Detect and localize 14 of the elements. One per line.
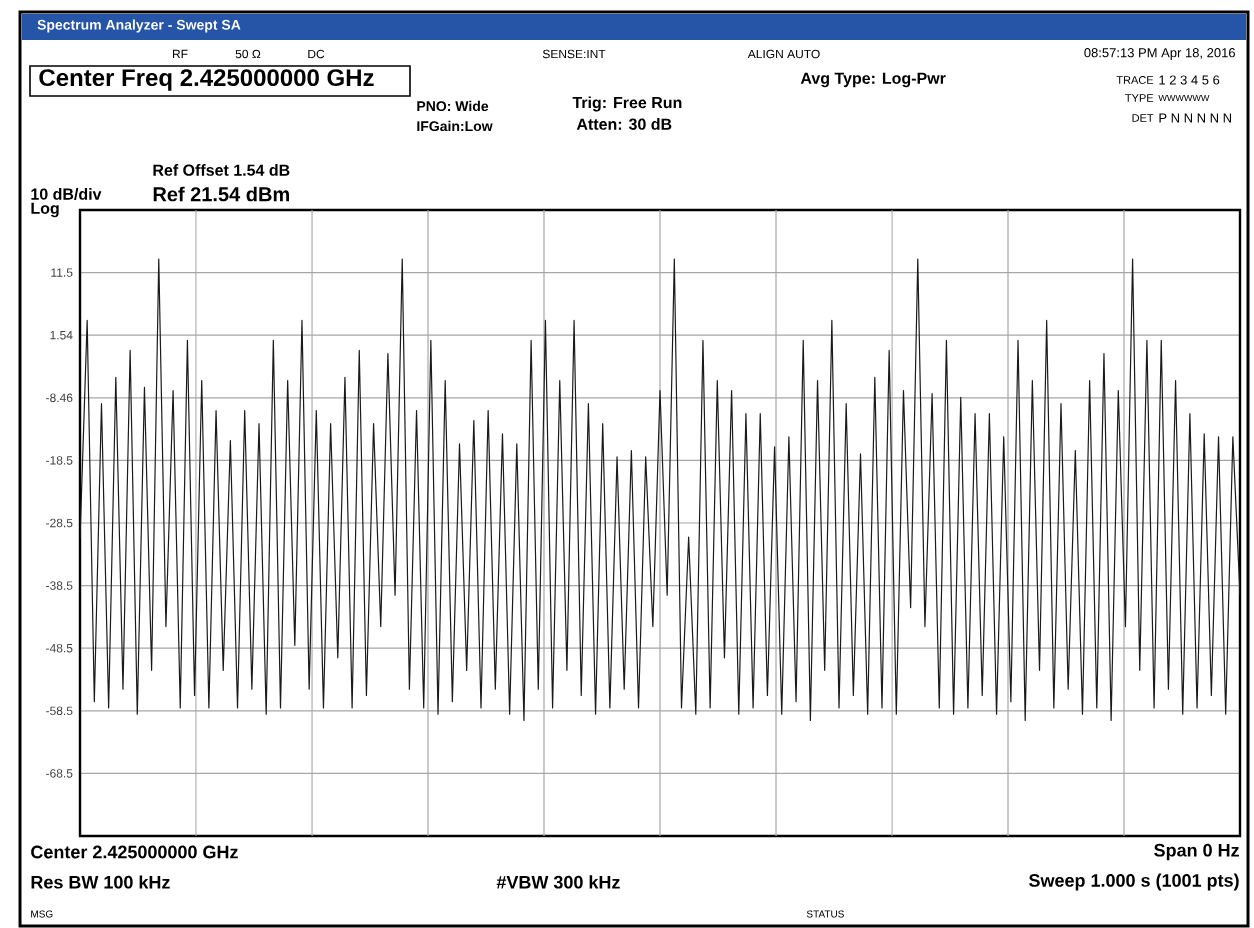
- text: Avg Type: Log-Pwr: [800, 72, 946, 88]
- text: 10 dB/div: [31, 188, 102, 200]
- text: Ref 21.54 dBm: [153, 186, 289, 202]
- text: Sweep 1.000 s (1001 pts): [1029, 873, 1239, 891]
- text: Center 2.425000000 GHz: [31, 845, 238, 859]
- text: Center Freq 2.425000000 GHz: [39, 69, 374, 91]
- text: Ref Offset 1.54 dB: [153, 164, 290, 176]
- line-series: [80, 258, 1241, 722]
- text: Trig: Free Run: [572, 96, 682, 112]
- text: Atten: 30 dB: [576, 118, 672, 130]
- text: Res BW 100 kHz: [31, 875, 170, 889]
- text: Log: [31, 202, 59, 218]
- text: #VBW 300 kHz: [496, 875, 620, 889]
- text: Span 0 Hz: [1154, 843, 1239, 861]
